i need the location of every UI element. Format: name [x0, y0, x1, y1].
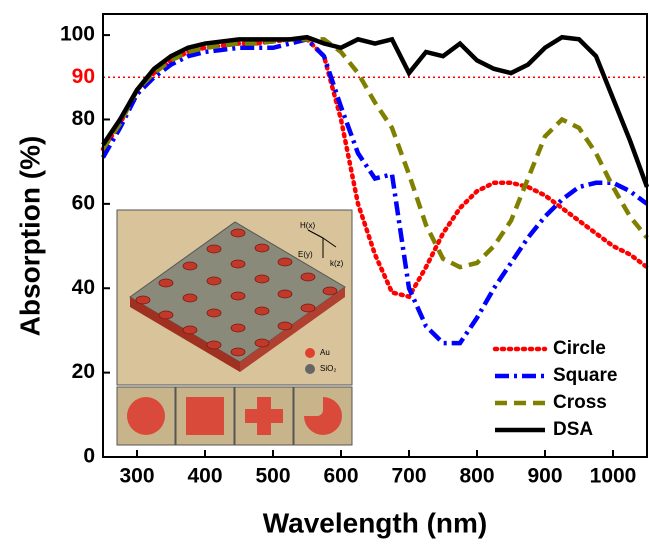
y-tick-label: 20 — [72, 360, 95, 383]
legend-dot — [305, 348, 315, 358]
legend-label: Circle — [553, 338, 606, 359]
x-tick-label: 800 — [459, 465, 494, 488]
reference-label: 90 — [72, 65, 95, 88]
chart: Wavelength (nm) Absorption (%) H(x) E(y)… — [0, 0, 649, 546]
series-line — [103, 37, 647, 187]
x-tick-label: 700 — [391, 465, 426, 488]
y-tick-label: 0 — [83, 445, 95, 468]
x-tick-label: 400 — [187, 465, 222, 488]
inset-label: Au — [320, 348, 330, 357]
inset-label: H(x) — [300, 221, 315, 230]
y-tick-label: 60 — [72, 191, 95, 214]
inset-label: E(y) — [298, 250, 313, 259]
x-tick-label: 600 — [323, 465, 358, 488]
y-tick-label: 80 — [72, 107, 95, 130]
square-shape — [186, 397, 224, 435]
y-axis-title: Absorption (%) — [14, 136, 45, 337]
legend-dot — [305, 364, 315, 374]
x-tick-label: 900 — [527, 465, 562, 488]
legend-label: Square — [553, 365, 617, 386]
x-tick-label: 1000 — [590, 465, 637, 488]
legend-label: DSA — [553, 419, 593, 440]
x-axis-title: Wavelength (nm) — [263, 507, 488, 538]
inset-label: k(z) — [330, 259, 344, 268]
y-tick-label: 100 — [60, 23, 95, 46]
inset: H(x) E(y) k(z) Au SiO₂ — [117, 210, 352, 445]
x-tick-label: 300 — [119, 465, 154, 488]
inset-label: SiO₂ — [320, 364, 336, 373]
x-tick-label: 500 — [255, 465, 290, 488]
circle-shape — [127, 397, 165, 435]
y-tick-label: 40 — [72, 276, 95, 299]
legend-label: Cross — [553, 392, 607, 413]
